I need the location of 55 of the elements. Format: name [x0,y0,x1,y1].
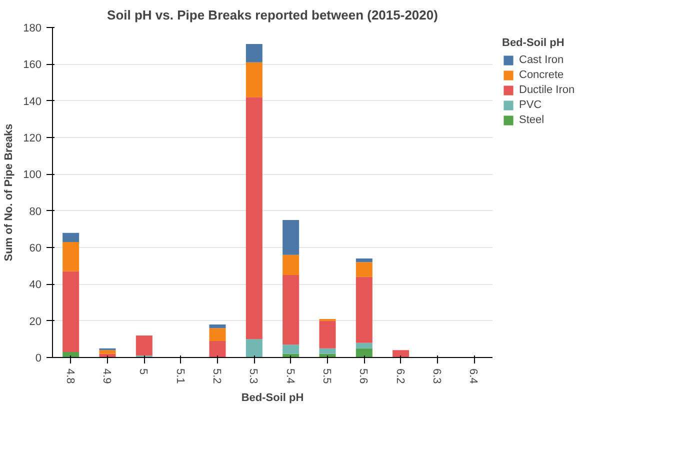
y-tick-label: 120 [23,132,42,144]
legend-label: Concrete [519,69,564,81]
legend-label: PVC [519,99,542,111]
bar [136,336,152,356]
bar [282,344,300,354]
bar [209,328,226,341]
y-tick-label: 60 [29,242,42,254]
bar [62,232,80,242]
bar [246,339,262,358]
x-tick-label: 5 [137,368,150,375]
bar [209,341,226,358]
x-tick-label: 4.8 [64,368,76,384]
bar [392,350,410,358]
legend-label: Cast Iron [519,54,564,66]
bar [319,348,336,354]
x-tick-label: 5.5 [320,368,332,384]
x-axis-title: Bed-Soil pH [241,392,304,404]
bar [246,97,262,340]
bar [246,44,262,62]
bar [356,348,372,358]
bar [209,324,226,328]
x-tick-label: 6.3 [430,368,442,384]
bar [356,342,372,348]
x-tick-label: 5.4 [284,368,296,384]
bar [282,275,300,345]
y-tick-label: 40 [29,279,42,292]
legend-label: Steel [519,114,544,126]
y-tick-label: 80 [29,206,42,218]
legend-label: Ductile Iron [519,84,575,96]
bar [62,242,80,272]
x-tick-label: 6.2 [394,368,406,384]
x-tick-label: 4.9 [100,368,112,384]
bar [356,258,372,262]
bar [282,220,300,255]
x-tick-label: 5.3 [247,368,260,384]
x-tick-label: 5.1 [174,368,186,384]
bar [62,271,80,352]
chart-title: Soil pH vs. Pipe Breaks reported between (2015-2020) [107,8,438,22]
legend-title: Bed-Soil pH [502,37,566,49]
bar [319,320,336,348]
y-tick-label: 180 [23,22,42,34]
y-tick-label: 0 [35,352,42,364]
bar [356,276,372,343]
y-tick-label: 20 [29,316,42,328]
y-tick-label: 140 [23,96,42,108]
y-tick-label: 160 [23,59,42,72]
bar [282,254,300,275]
x-tick-label: 6.4 [467,368,480,384]
y-tick-label: 100 [23,169,42,182]
x-tick-label: 5.6 [357,368,370,384]
x-tick-label: 5.2 [210,368,222,384]
bar [99,350,116,354]
bar [246,62,262,98]
bar [356,262,372,277]
y-axis-title: Sum of No. of Pipe Breaks [3,124,16,262]
